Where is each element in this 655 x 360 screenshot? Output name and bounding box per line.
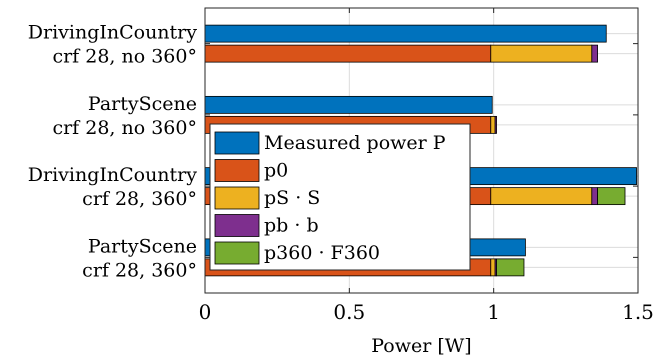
bar-segment-1-3	[494, 115, 497, 134]
x-tick-label-3: 1.5	[622, 300, 654, 324]
legend-swatch-4	[214, 241, 260, 265]
y-category-label-line2-1: crf 28, no 360°	[52, 117, 197, 139]
legend-label-1: p0	[264, 160, 288, 182]
x-tick-label-1: 0.5	[333, 300, 365, 324]
legend-swatch-0	[214, 131, 260, 155]
x-tick-label-0: 0	[199, 300, 212, 324]
x-tick-label-2: 1	[487, 300, 500, 324]
legend-swatch-2	[214, 186, 260, 210]
y-category-label-line2-3: crf 28, 360°	[82, 259, 197, 281]
y-category-label-line1-0: DrivingInCountry	[28, 22, 198, 44]
legend-label-2: pS · S	[264, 187, 320, 209]
legend-swatch-1	[214, 159, 260, 182]
y-category-label-line1-3: PartyScene	[88, 235, 197, 257]
bar-segment-1-2	[490, 115, 496, 134]
y-category-label-line1-2: DrivingInCountry	[28, 164, 198, 186]
legend-label-3: pb · b	[264, 215, 319, 237]
bar-segment-0-2	[490, 44, 593, 63]
x-axis-label: Power [W]	[371, 335, 471, 357]
bar-segment-2-2	[490, 187, 593, 206]
legend: Measured power P p0 pS · S pb · b p360 · F36…	[209, 123, 471, 271]
bar-measured-power-0	[204, 24, 607, 43]
bar-segment-2-4	[597, 187, 626, 206]
legend-swatch-3	[214, 214, 260, 237]
bar-segment-0-3	[591, 44, 598, 63]
y-category-label-line1-1: PartyScene	[88, 93, 197, 115]
y-category-label-line2-2: crf 28, 360°	[82, 188, 197, 210]
x-ticks: 0 0.5 1 1.5	[199, 8, 654, 324]
bar-segment-3-2	[490, 258, 496, 277]
bar-segment-0-1	[204, 44, 492, 63]
bar-measured-power-1	[204, 95, 493, 114]
bar-segment-2-3	[591, 187, 598, 206]
y-category-label-line2-0: crf 28, no 360°	[52, 46, 197, 68]
legend-label-0: Measured power P	[264, 132, 446, 154]
legend-label-4: p360 · F360	[264, 242, 380, 264]
bar-segment-3-4	[496, 258, 525, 277]
plot-area-frame	[204, 7, 639, 294]
